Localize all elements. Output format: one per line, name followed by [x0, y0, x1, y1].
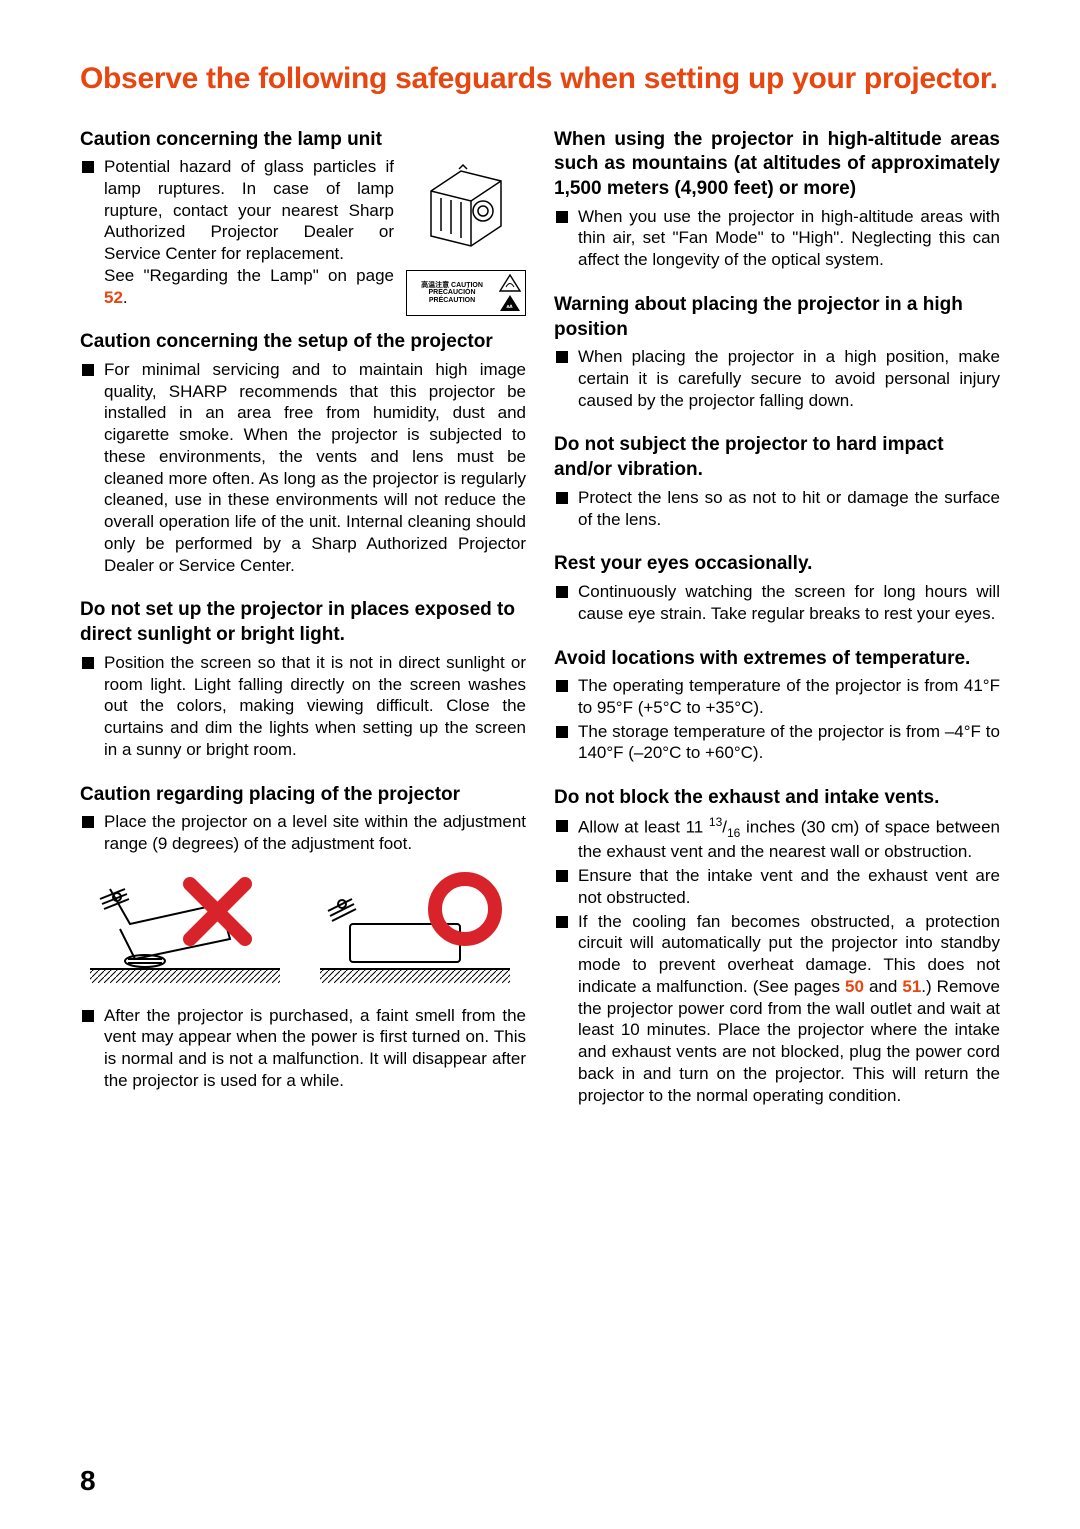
caution-label-text: 高温注意 CAUTION PRECAUCIÓN PRÉCAUTION	[411, 282, 493, 305]
page-number: 8	[80, 1465, 96, 1497]
left-column: Caution concerning the lamp unit Potenti…	[80, 122, 526, 1109]
warning-triangle-icon	[499, 274, 521, 292]
bullet-text: Potential hazard of glass particles if l…	[104, 157, 394, 263]
bullet-lamp: Potential hazard of glass particles if l…	[80, 156, 394, 308]
heading-eyes: Rest your eyes occasionally.	[554, 552, 1000, 577]
bullet-vents-3: If the cooling fan becomes obstructed, a…	[554, 911, 1000, 1107]
bullet-vents-1: Allow at least 11 13/16 inches (30 cm) o…	[554, 815, 1000, 863]
two-column-layout: Caution concerning the lamp unit Potenti…	[80, 122, 1000, 1109]
bullet-text-pre: See "Regarding the Lamp" on page	[104, 266, 394, 285]
bullet-text-post: .	[123, 288, 128, 307]
placement-wrong-icon	[80, 869, 290, 989]
text: Allow at least 11	[578, 818, 709, 837]
heading-vents: Do not block the exhaust and intake vent…	[554, 786, 1000, 811]
bullet-setup: For minimal servicing and to maintain hi…	[80, 359, 526, 577]
bullet-eyes: Continuously watching the screen for lon…	[554, 581, 1000, 625]
bullet-vents-2: Ensure that the intake vent and the exha…	[554, 865, 1000, 909]
page-ref-52: 52	[104, 288, 123, 307]
bullet-altitude: When you use the projector in high-altit…	[554, 206, 1000, 271]
text: and	[864, 977, 902, 996]
lamp-figure: 高温注意 CAUTION PRECAUCIÓN PRÉCAUTION	[406, 156, 526, 316]
frac-den: 16	[727, 826, 740, 840]
bullet-temp-2: The storage temperature of the projector…	[554, 721, 1000, 765]
right-column: When using the projector in high-altitud…	[554, 122, 1000, 1109]
page-title: Observe the following safeguards when se…	[80, 60, 1000, 98]
bullet-sunlight: Position the screen so that it is not in…	[80, 652, 526, 761]
frac-num: 13	[709, 815, 722, 829]
heading-high-position: Warning about placing the projector in a…	[554, 293, 1000, 342]
bullet-temp-1: The operating temperature of the project…	[554, 675, 1000, 719]
bullet-placing-1: Place the projector on a level site with…	[80, 811, 526, 855]
placement-correct-icon	[310, 869, 520, 989]
lamp-block: Potential hazard of glass particles if l…	[80, 156, 526, 316]
heading-placing: Caution regarding placing of the project…	[80, 783, 526, 808]
page-ref-51: 51	[902, 977, 921, 996]
bullet-placing-2: After the projector is purchased, a fain…	[80, 1005, 526, 1092]
page-ref-50: 50	[845, 977, 864, 996]
hot-triangle-icon	[499, 294, 521, 312]
heading-altitude: When using the projector in high-altitud…	[554, 128, 1000, 202]
heading-temperature: Avoid locations with extremes of tempera…	[554, 647, 1000, 672]
lamp-unit-icon	[411, 156, 521, 266]
heading-impact: Do not subject the projector to hard imp…	[554, 433, 1000, 482]
heading-setup: Caution concerning the setup of the proj…	[80, 330, 526, 355]
heading-lamp-unit: Caution concerning the lamp unit	[80, 128, 526, 153]
bullet-impact: Protect the lens so as not to hit or dam…	[554, 487, 1000, 531]
bullet-high-position: When placing the projector in a high pos…	[554, 346, 1000, 411]
placement-figure	[80, 869, 526, 989]
caution-label-box: 高温注意 CAUTION PRECAUCIÓN PRÉCAUTION	[406, 270, 526, 316]
heading-sunlight: Do not set up the projector in places ex…	[80, 598, 526, 647]
